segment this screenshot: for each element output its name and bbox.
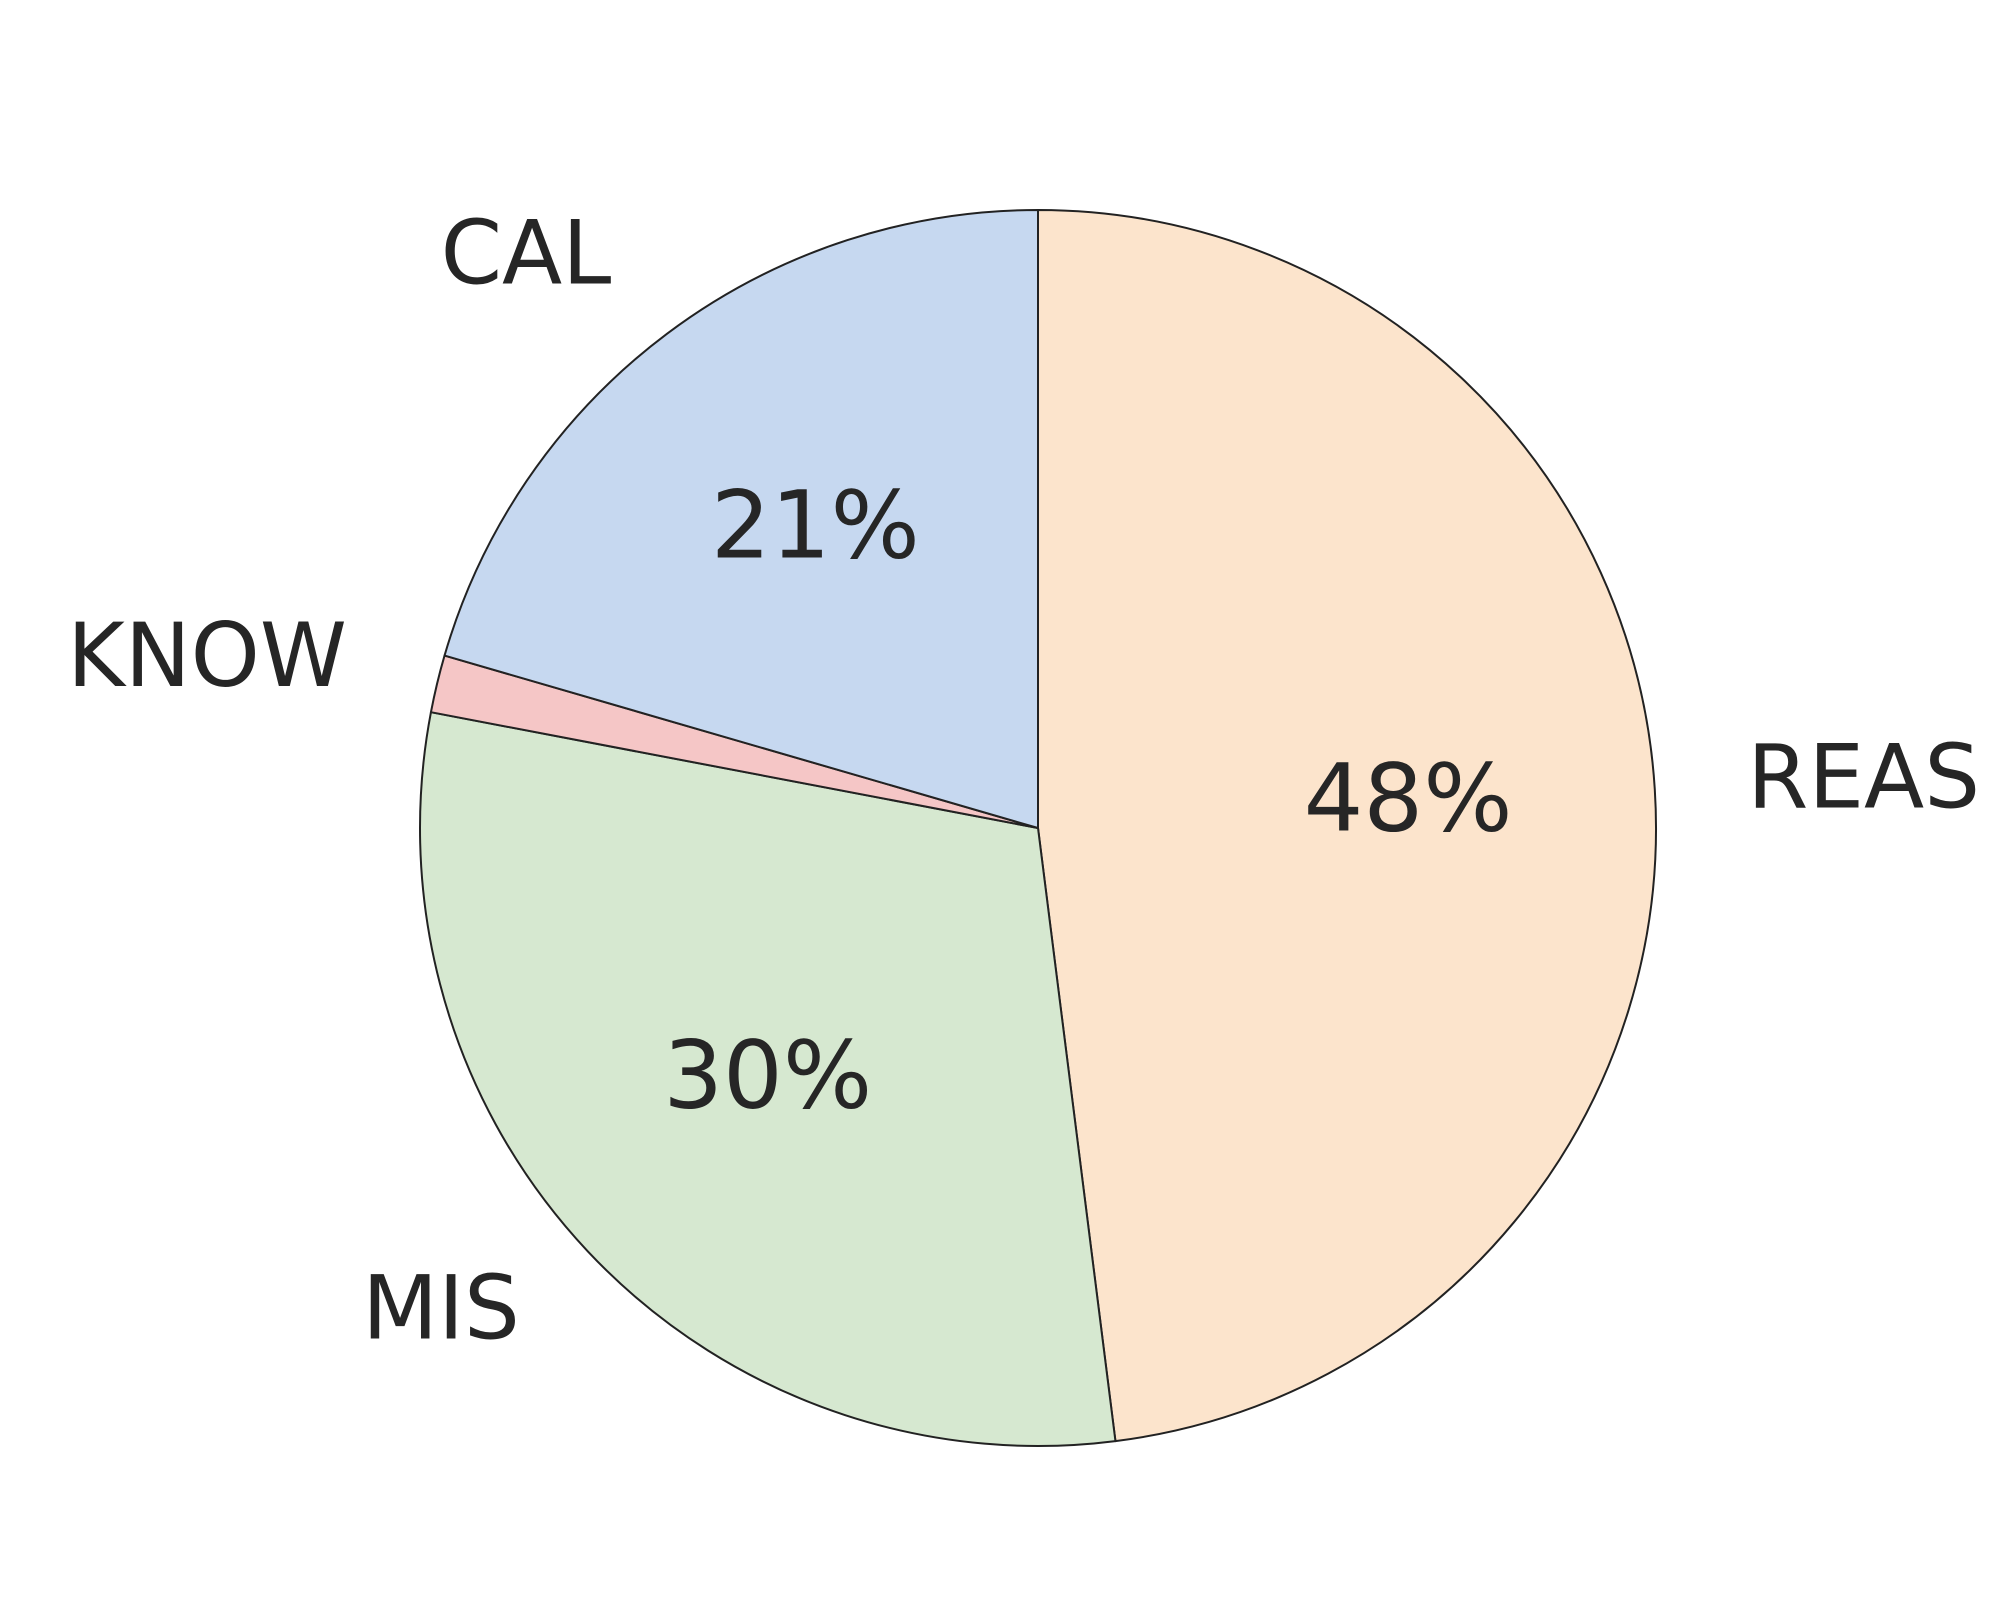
slice-label-know: KNOW <box>67 604 347 707</box>
slice-label-mis: MIS <box>362 1256 520 1359</box>
pie-slice-mis <box>419 711 1117 1447</box>
pie-slice-cal <box>443 209 1039 829</box>
pie-slices <box>419 209 1658 1447</box>
pie-slice-reas <box>1037 209 1658 1443</box>
slice-percent-cal: 21% <box>711 471 920 580</box>
slice-percent-mis: 30% <box>663 1022 872 1131</box>
slice-label-reas: REAS <box>1747 725 1980 828</box>
pie-labels: REAS 48% MIS 30% KNOW CAL 21% <box>67 202 1980 1360</box>
slice-percent-reas: 48% <box>1304 745 1513 854</box>
slice-label-cal: CAL <box>441 202 612 305</box>
